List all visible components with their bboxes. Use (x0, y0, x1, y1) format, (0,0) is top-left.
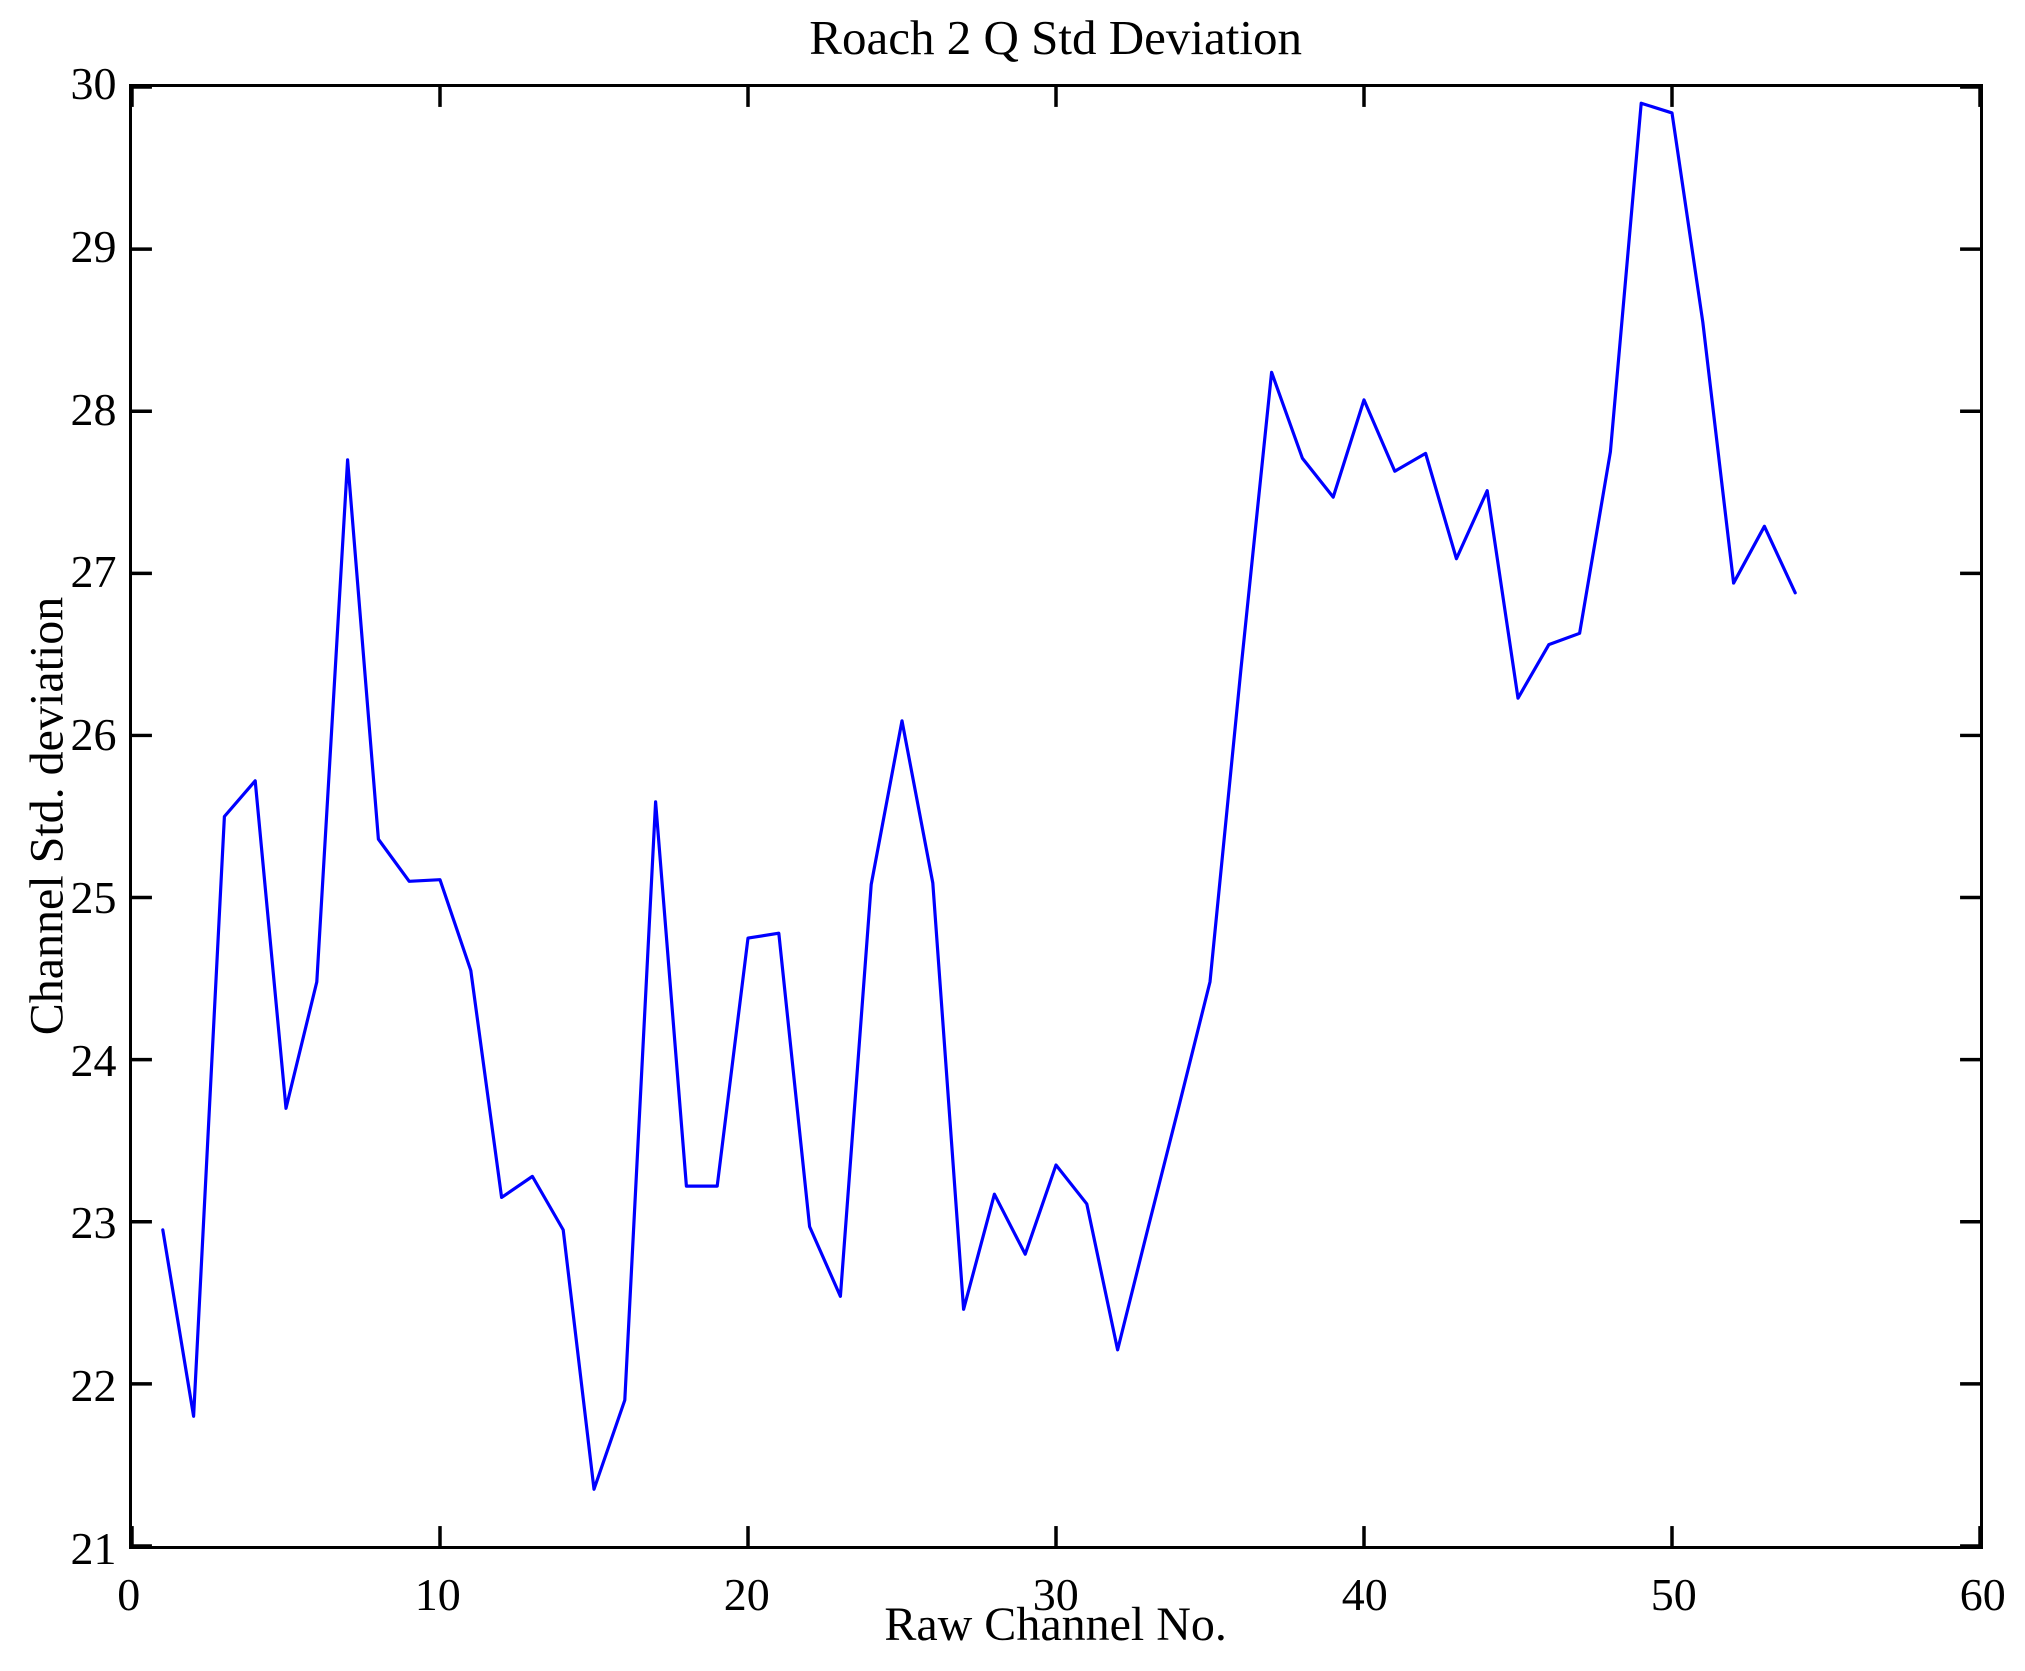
y-tick-label: 26 (70, 709, 117, 761)
x-tick-label: 60 (1959, 1568, 2006, 1620)
y-tick-label: 21 (70, 1522, 117, 1574)
y-tick-label: 28 (70, 383, 117, 435)
x-tick-label: 50 (1650, 1568, 1697, 1620)
chart-title: Roach 2 Q Std Deviation (809, 10, 1302, 66)
line-plot-svg (131, 86, 1980, 1546)
y-tick-label: 23 (70, 1197, 117, 1249)
x-tick-label: 10 (414, 1568, 461, 1620)
y-tick-label: 29 (70, 220, 117, 272)
y-tick-label: 30 (70, 57, 117, 109)
y-tick-label: 25 (70, 871, 117, 923)
x-tick-label: 30 (1032, 1568, 1079, 1620)
y-tick-label: 22 (70, 1360, 117, 1412)
x-tick-label: 0 (117, 1568, 141, 1620)
x-axis-label: Raw Channel No. (884, 1597, 1227, 1651)
data-line (160, 101, 1797, 1491)
x-tick-label: 20 (723, 1568, 770, 1620)
y-axis-label: Channel Std. deviation (20, 597, 74, 1036)
y-tick-label: 24 (70, 1034, 117, 1086)
y-tick-label: 27 (70, 546, 117, 598)
plot-area (128, 83, 1983, 1549)
x-tick-label: 40 (1341, 1568, 1388, 1620)
